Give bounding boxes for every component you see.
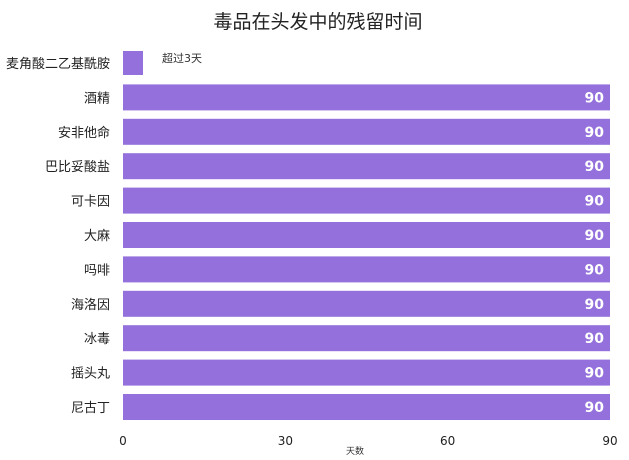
x-tick-label: 0 <box>119 434 127 448</box>
bar <box>123 325 610 352</box>
bar <box>123 256 610 283</box>
bar <box>123 84 610 111</box>
data-label: 90 <box>585 331 605 347</box>
category-label: 冰毒 <box>84 332 110 347</box>
category-label: 大麻 <box>84 229 110 244</box>
data-label: 90 <box>585 159 605 175</box>
legend-swatch <box>123 51 143 75</box>
chart-title: 毒品在头发中的残留时间 <box>213 11 422 33</box>
bar <box>123 118 610 145</box>
legend: 超过3天 <box>123 51 202 75</box>
data-label: 90 <box>585 400 605 416</box>
bar <box>123 290 610 317</box>
data-label: 90 <box>585 125 605 141</box>
bar <box>123 359 610 386</box>
data-label: 90 <box>585 90 605 106</box>
x-axis-label: 天数 <box>346 445 364 457</box>
category-label: 可卡因 <box>71 195 110 210</box>
category-label: 酒精 <box>84 91 110 106</box>
x-tick-label: 30 <box>278 434 293 448</box>
data-label: 90 <box>585 262 605 278</box>
data-label: 90 <box>585 194 605 210</box>
data-label: 90 <box>585 228 605 244</box>
category-label: 摇头丸 <box>71 367 110 382</box>
bar <box>123 153 610 180</box>
category-label: 吗啡 <box>84 263 110 278</box>
category-label: 海洛因 <box>71 298 110 313</box>
data-label: 90 <box>585 297 605 313</box>
category-label: 安非他命 <box>58 125 110 141</box>
x-tick-label: 90 <box>602 434 617 448</box>
bar <box>123 394 610 420</box>
bar <box>123 187 610 214</box>
x-tick-label: 60 <box>440 434 455 448</box>
category-label: 麦角酸二乙基酰胺 <box>6 57 110 72</box>
bars <box>123 84 610 420</box>
category-label: 尼古丁 <box>71 401 110 416</box>
bar <box>123 222 610 248</box>
data-label: 90 <box>585 366 605 382</box>
legend-label: 超过3天 <box>162 51 202 65</box>
category-label: 巴比妥酸盐 <box>45 160 110 175</box>
value-labels: 90 90 90 90 90 90 90 90 90 90 <box>585 90 605 416</box>
x-axis: 0 30 60 90 <box>119 434 617 448</box>
